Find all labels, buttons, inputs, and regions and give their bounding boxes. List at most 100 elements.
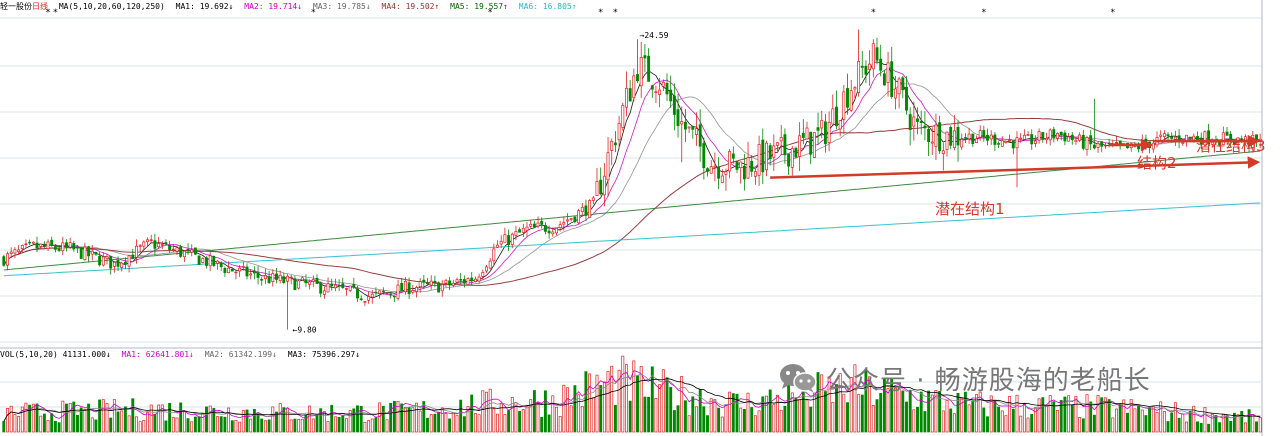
volume-bar <box>415 402 418 433</box>
volume-bar <box>481 390 485 433</box>
volume-bar <box>997 406 1001 433</box>
volume-bar <box>695 406 698 433</box>
candle-body <box>363 301 367 303</box>
volume-bar <box>842 393 846 433</box>
volume-bar <box>448 418 452 433</box>
candle-body <box>492 248 496 262</box>
candle-body <box>286 275 289 282</box>
candle-body <box>308 281 312 285</box>
volume-bar <box>50 413 54 433</box>
volume-bar <box>632 360 636 433</box>
candle-body <box>776 142 779 146</box>
candle-body <box>378 290 382 294</box>
candle-body <box>138 245 142 247</box>
candle-body <box>345 288 348 290</box>
candle-body <box>153 240 157 249</box>
volume-bar <box>267 419 271 433</box>
volume-bar <box>857 394 861 433</box>
annotation-structure-1: 潜在结构1 <box>935 200 1005 218</box>
candle-body <box>496 244 499 248</box>
volume-bar <box>765 395 768 433</box>
volume-bar <box>823 391 827 433</box>
volume-bar <box>396 400 400 433</box>
volume-bar <box>945 400 949 433</box>
candle-body <box>333 284 337 289</box>
candle-body <box>193 247 197 255</box>
volume-bar <box>901 390 905 433</box>
candle-body <box>1041 132 1045 140</box>
candle-body <box>6 253 9 266</box>
candle-body <box>1026 134 1030 136</box>
volume-bar <box>573 385 577 433</box>
candle-body <box>389 293 393 295</box>
candle-body <box>396 284 400 299</box>
volume-bar <box>661 369 665 433</box>
candle-body <box>175 247 179 252</box>
candle-body <box>433 280 437 283</box>
volume-bar <box>1240 410 1244 433</box>
candle-body <box>1203 131 1207 146</box>
volume-bar <box>1151 406 1155 433</box>
candle-body <box>481 272 485 277</box>
volume-bar <box>731 393 735 433</box>
volume-bar <box>275 411 278 433</box>
candle-body <box>462 279 466 284</box>
volume-bar <box>1214 414 1218 433</box>
candle-body <box>543 225 547 232</box>
volume-bar <box>381 405 385 433</box>
volume-bar <box>1192 405 1196 433</box>
volume-bar <box>182 411 186 433</box>
volume-bar <box>938 391 942 433</box>
period-label[interactable]: 日线 <box>32 2 48 11</box>
volume-bars <box>2 355 1262 433</box>
candle-body <box>868 63 872 70</box>
candle-body <box>219 262 223 267</box>
vol-legend-3: MA3: 75396.297↓ <box>287 350 361 359</box>
candle-body <box>584 205 588 216</box>
volume-bar <box>437 412 441 433</box>
candle-body <box>311 279 315 282</box>
candle-body <box>823 121 827 145</box>
candle-body <box>1015 137 1019 149</box>
candle-body <box>245 266 249 277</box>
volume-bar <box>853 364 857 433</box>
candle-body <box>875 47 879 61</box>
candle-body <box>415 287 418 292</box>
ma-line-6 <box>3 202 1261 277</box>
stock-name[interactable]: 轻一股份 <box>0 2 32 11</box>
candle-body <box>499 240 503 245</box>
volume-bar <box>76 414 79 433</box>
volume-bar <box>319 408 323 433</box>
candle-body <box>709 166 713 174</box>
candle-body <box>1004 140 1008 143</box>
volume-bar <box>83 408 87 433</box>
volume-bar <box>503 414 507 433</box>
volume-bar <box>919 391 923 433</box>
volume-bar <box>971 400 975 433</box>
volume-bar <box>359 405 363 433</box>
candle-body <box>1033 140 1037 144</box>
candle-body <box>916 118 919 122</box>
volume-bar <box>982 407 986 433</box>
volume-bar <box>868 376 872 433</box>
vol-legend-0: VOL(5,10,20) 41131.000↓ <box>0 350 111 359</box>
candle-body <box>182 250 186 258</box>
volume-bar <box>577 394 581 433</box>
volume-bar <box>1126 412 1129 433</box>
volume-bar <box>742 408 746 433</box>
volume-bar <box>135 416 138 433</box>
volume-bar <box>691 396 695 433</box>
candle-body <box>930 141 934 144</box>
volume-bar <box>864 369 868 433</box>
candle-body <box>179 246 183 257</box>
candle-body <box>112 261 116 267</box>
volume-bar <box>1041 397 1045 433</box>
volume-bar <box>1063 396 1067 433</box>
candle-body <box>680 121 684 125</box>
volume-bar <box>555 406 558 433</box>
candle-body <box>801 132 805 138</box>
candle-body <box>315 278 319 284</box>
volume-bar <box>1015 394 1019 433</box>
volume-bar <box>543 390 547 433</box>
